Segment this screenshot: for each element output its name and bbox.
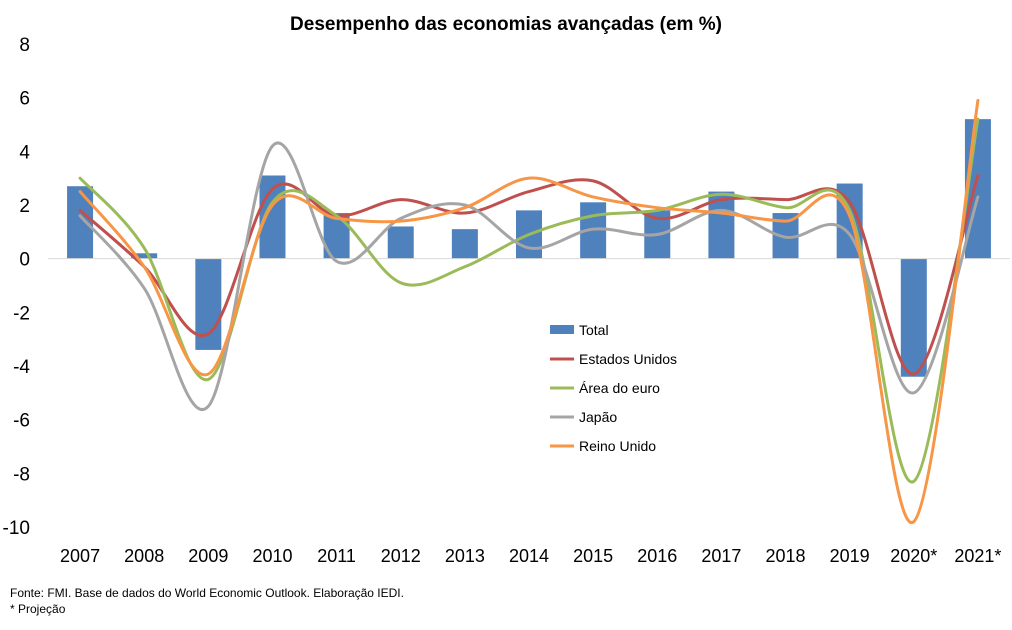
y-tick-label: 0 [19,250,30,271]
y-tick-label: -6 [13,411,30,432]
y-tick-label: -10 [3,518,30,539]
y-tick-label: -8 [13,464,30,485]
bar-2008 [131,253,158,259]
x-tick-label: 2012 [381,546,421,566]
x-tick-label: 2011 [317,546,356,566]
x-tick-label: 2009 [188,546,228,566]
legend-swatch [550,325,574,334]
projection-note: * Projeção [10,602,66,616]
legend-label: Estados Unidos [579,351,677,367]
legend-label: Reino Unido [579,438,656,454]
x-tick-label: 2019 [830,546,870,566]
x-tick-label: 2007 [60,546,100,566]
x-tick-label: 2014 [509,546,549,566]
legend-label: Área do euro [579,380,660,396]
line-series-group [78,98,980,524]
line-reino-unido [78,98,980,524]
x-tick-label: 2013 [445,546,485,566]
y-axis-tick-labels: 8 6 4 2 0 -2 -4 -6 -8 -10 [3,35,31,539]
bar-2012 [387,226,414,259]
x-axis-tick-labels: 2007 2008 2009 2010 2011 2012 2013 2014 2015 2016… [60,546,1001,566]
y-tick-label: 8 [19,35,30,56]
legend: Total Estados Unidos Área do euro Japão Rein… [550,322,677,454]
bar-2013 [451,229,478,259]
line-estados-unidos [78,173,980,376]
x-tick-label: 2021* [954,546,1001,566]
footnote: Fonte: FMI. Base de dados do World Econo… [10,585,404,617]
x-tick-label: 2015 [573,546,613,566]
y-tick-label: 6 [19,89,30,110]
line-japao [78,141,980,411]
x-tick-label: 2008 [124,546,164,566]
legend-label: Total [579,322,609,338]
legend-label: Japão [579,409,617,425]
x-tick-label: 2018 [766,546,806,566]
chart-plot: 8 6 4 2 0 -2 -4 -6 -8 -10 2007 2008 2009 2010 2011 201… [3,35,1010,566]
y-tick-label: 2 [19,196,30,217]
x-tick-label: 2010 [252,546,292,566]
x-tick-label: 2020* [890,546,937,566]
bar-2020 [900,258,927,377]
x-tick-label: 2017 [701,546,741,566]
y-tick-label: -2 [13,303,30,324]
source-note: Fonte: FMI. Base de dados do World Econo… [10,586,404,600]
bar-2007 [67,186,94,259]
line-area-do-euro [78,117,980,484]
x-tick-label: 2016 [637,546,677,566]
chart-title: Desempenho das economias avançadas (em %… [290,14,722,35]
y-tick-label: -4 [13,357,30,378]
y-tick-label: 4 [19,142,30,163]
